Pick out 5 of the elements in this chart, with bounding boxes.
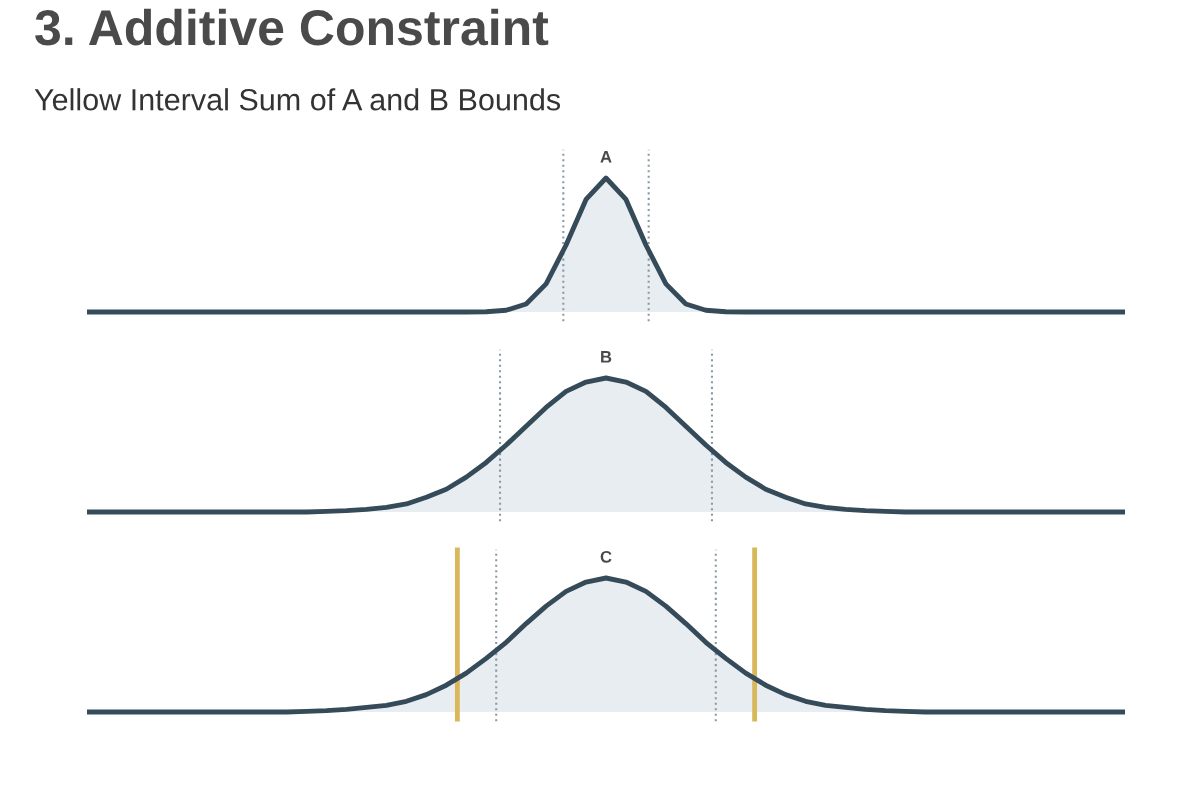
chart-title: C — [600, 550, 612, 563]
chart-title: A — [600, 151, 612, 163]
chart-title: B — [601, 351, 612, 363]
text: Yellow Interval Sum of A and B Bounds — [34, 88, 561, 111]
text: 3. Additive Constraint — [35, 8, 549, 46]
